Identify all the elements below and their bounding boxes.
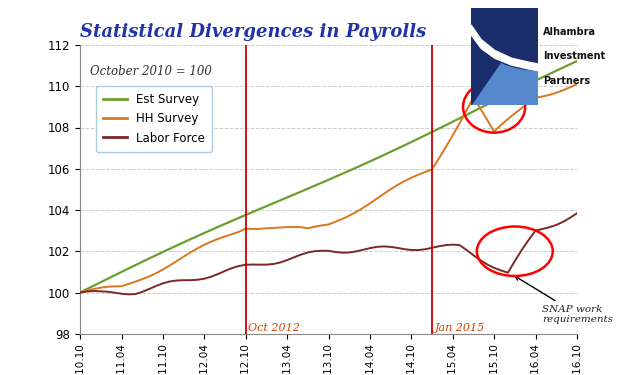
Text: Oct 2012: Oct 2012 (249, 323, 301, 333)
Text: Jan 2015: Jan 2015 (435, 323, 485, 333)
Text: Investment: Investment (543, 51, 605, 62)
Text: SNAP work
requirements: SNAP work requirements (515, 276, 613, 324)
Polygon shape (471, 8, 538, 105)
Legend: Est Survey, HH Survey, Labor Force: Est Survey, HH Survey, Labor Force (96, 86, 212, 152)
Polygon shape (471, 25, 538, 71)
Polygon shape (471, 8, 538, 105)
Text: Partners: Partners (543, 76, 590, 86)
Polygon shape (471, 8, 538, 105)
Text: October 2010 = 100: October 2010 = 100 (90, 65, 212, 78)
Text: Alhambra: Alhambra (543, 27, 596, 37)
Text: Statistical Divergences in Payrolls: Statistical Divergences in Payrolls (80, 22, 426, 40)
